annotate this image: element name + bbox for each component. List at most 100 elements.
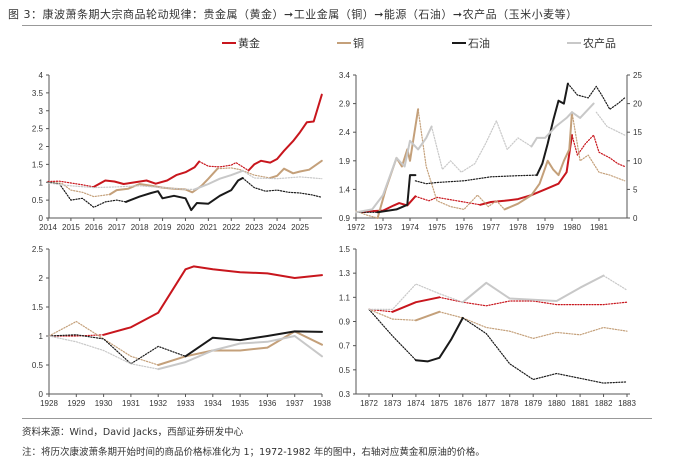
series-line-农产品-dotted	[368, 283, 464, 310]
legend-item-oil: 石油	[452, 35, 567, 51]
x-tick-label: 2022	[222, 223, 240, 232]
x-tick-label: 1934	[204, 399, 222, 408]
legend-item-agri: 农产品	[567, 35, 682, 51]
x-tick-label: 1937	[286, 399, 304, 408]
series-line-黄金-dotted	[198, 160, 250, 172]
y-right-tick-label: 15	[633, 128, 642, 137]
x-tick-label: 1932	[149, 399, 167, 408]
series-line-铜-dotted	[216, 167, 271, 179]
series-line-铜-dotted	[438, 311, 628, 339]
series-line-农产品-solid	[157, 335, 323, 371]
x-tick-label: 1872	[360, 399, 378, 408]
y-right-tick-label: 0	[633, 214, 638, 223]
series-line-黄金-dotted	[438, 296, 628, 307]
y-tick-label: 1.3	[339, 269, 351, 278]
x-tick-label: 1882	[595, 399, 613, 408]
series-line-黄金-solid	[391, 296, 441, 313]
series-line-石油-solid	[184, 330, 323, 358]
series-line-铜-dotted	[47, 181, 111, 198]
x-tick-label: 1931	[122, 399, 140, 408]
y-tick-label: 1.9	[339, 157, 351, 166]
y-tick-label: 1.4	[339, 185, 351, 194]
series-line-石油-solid	[376, 174, 417, 214]
series-line-铜-solid	[157, 330, 323, 366]
x-tick-label: 1975	[428, 223, 446, 232]
x-tick-label: 2018	[131, 223, 149, 232]
source-note: 资料来源：Wind，David Jacks，西部证券研发中心	[22, 427, 244, 438]
x-tick-label: 1974	[401, 223, 419, 232]
legend-swatch	[567, 42, 581, 44]
series-line-石油-dotted	[47, 181, 127, 208]
y-right-tick-label: 5	[633, 185, 638, 194]
series-line-黄金-dotted	[571, 134, 626, 168]
x-tick-label: 1879	[524, 399, 542, 408]
x-tick-label: 1933	[177, 399, 195, 408]
y-tick-label: 2.9	[339, 100, 351, 109]
x-tick-label: 2016	[85, 223, 103, 232]
y-tick-label: 0	[39, 390, 44, 399]
series-line-石油-solid	[535, 82, 569, 177]
series-line-黄金-dotted	[414, 195, 481, 206]
legend-swatch	[222, 42, 236, 44]
y-tick-label: 0.5	[32, 196, 44, 205]
series-line-农产品-solid	[461, 274, 605, 304]
series-line-铜-dotted	[48, 320, 159, 366]
y-tick-label: 3.5	[32, 89, 44, 98]
legend-label: 黄金	[238, 37, 260, 50]
series-line-黄金-solid	[92, 160, 201, 188]
legend-item-copper: 铜	[337, 35, 452, 51]
series-line-农产品-dotted	[431, 120, 533, 173]
y-right-tick-label: 10	[633, 157, 642, 166]
x-tick-label: 1875	[430, 399, 448, 408]
x-tick-label: 1928	[40, 399, 58, 408]
y-tick-label: 1	[39, 178, 44, 187]
series-line-农产品-dotted	[595, 111, 626, 136]
y-tick-label: 1.5	[32, 160, 44, 169]
x-tick-label: 1929	[67, 399, 85, 408]
y-tick-label: 2	[39, 274, 44, 283]
legend: 黄金 铜 石油 农产品	[222, 35, 682, 51]
series-line-铜-solid	[503, 111, 573, 211]
x-tick-label: 1936	[259, 399, 277, 408]
x-tick-label: 1980	[563, 223, 581, 232]
x-tick-label: 1935	[231, 399, 249, 408]
series-line-农产品-solid	[530, 102, 595, 148]
y-tick-label: 1.1	[339, 293, 351, 302]
y-tick-label: 3	[39, 107, 44, 116]
y-tick-label: 0.5	[32, 361, 44, 370]
series-line-铜-dotted	[417, 108, 506, 210]
y-tick-label: 0.3	[339, 390, 351, 399]
x-tick-label: 1876	[454, 399, 472, 408]
y-right-tick-label: 25	[633, 71, 642, 80]
series-line-黄金-solid	[247, 93, 323, 172]
y-tick-label: 2	[39, 143, 44, 152]
y-tick-label: 2.5	[32, 245, 44, 254]
series-line-铜-solid	[269, 159, 323, 179]
x-tick-label: 1976	[455, 223, 473, 232]
x-tick-label: 1874	[407, 399, 425, 408]
series-line-黄金-dotted	[47, 180, 95, 188]
series-line-农产品-dotted	[602, 275, 628, 291]
footer-divider	[22, 418, 652, 419]
x-tick-label: 1877	[477, 399, 495, 408]
x-tick-label: 1881	[571, 399, 589, 408]
y-tick-label: 1.5	[339, 245, 351, 254]
footnote: 注：将历次康波萧条期开始时间的商品价格标准化为 1；1972-1982 年的图中…	[22, 447, 485, 458]
x-tick-label: 2020	[177, 223, 195, 232]
series-line-农产品-solid	[193, 169, 244, 191]
x-tick-label: 1981	[590, 223, 608, 232]
legend-label: 石油	[468, 37, 490, 50]
y-tick-label: 0.5	[339, 366, 351, 375]
y-tick-label: 0.9	[339, 214, 351, 223]
x-tick-label: 1977	[482, 223, 500, 232]
series-line-黄金-solid	[102, 265, 323, 336]
series-line-石油-dotted	[462, 317, 628, 384]
x-tick-label: 1978	[509, 223, 527, 232]
series-line-铜-dotted	[571, 111, 626, 182]
series-line-石油-dotted	[242, 177, 323, 198]
x-tick-label: 1873	[384, 399, 402, 408]
x-tick-label: 1938	[313, 399, 331, 408]
x-tick-label: 2025	[291, 223, 309, 232]
x-tick-label: 1880	[548, 399, 566, 408]
